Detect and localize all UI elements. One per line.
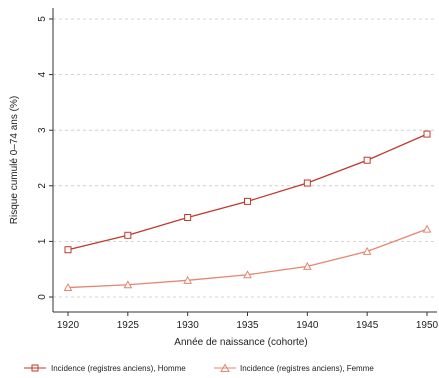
y-tick-label: 5 <box>37 16 48 22</box>
data-point-square <box>184 213 192 221</box>
data-point-triangle <box>243 270 252 279</box>
legend-marker-femme <box>220 363 230 372</box>
y-tick-label: 1 <box>37 238 48 244</box>
data-point-triangle <box>422 224 432 233</box>
data-point-square <box>124 231 132 239</box>
x-tick-label: 1945 <box>356 320 379 331</box>
data-point-triangle <box>123 280 133 289</box>
x-tick-label: 1930 <box>177 320 200 331</box>
y-axis-title: Risque cumulé 0–74 ans (%) <box>9 96 20 224</box>
legend-marker-homme <box>31 364 39 372</box>
legend-label-femme: Incidence (registres anciens), Femme <box>240 364 374 373</box>
y-axis: 0 1 2 3 4 5 <box>37 8 54 312</box>
data-point-triangle <box>183 275 193 284</box>
x-tick-label: 1925 <box>117 320 140 331</box>
legend-label-homme: Incidence (registres anciens), Homme <box>51 364 186 373</box>
x-axis-title: Année de naissance (cohorte) <box>174 337 307 348</box>
y-tick-label: 4 <box>37 71 48 77</box>
data-point-triangle <box>63 282 73 292</box>
x-tick-label: 1940 <box>296 320 319 331</box>
x-tick-label: 1950 <box>416 320 439 331</box>
data-point-square <box>363 156 371 164</box>
data-point-triangle <box>362 246 372 255</box>
series-layer <box>63 130 432 292</box>
data-point-square <box>423 130 431 138</box>
grid-lines <box>53 18 437 298</box>
x-axis: 1920 1925 1930 1935 1940 1945 1950 <box>53 311 439 331</box>
y-tick-label: 3 <box>37 127 48 133</box>
data-point-square <box>244 197 251 205</box>
x-tick-label: 1935 <box>236 320 259 331</box>
data-point-square <box>64 246 72 254</box>
y-tick-label: 0 <box>37 294 48 300</box>
legend: Incidence (registres anciens), Homme Inc… <box>24 363 374 373</box>
data-point-square <box>303 179 311 187</box>
x-tick-label: 1920 <box>57 320 80 331</box>
y-tick-label: 2 <box>37 183 48 189</box>
data-point-triangle <box>302 261 312 270</box>
